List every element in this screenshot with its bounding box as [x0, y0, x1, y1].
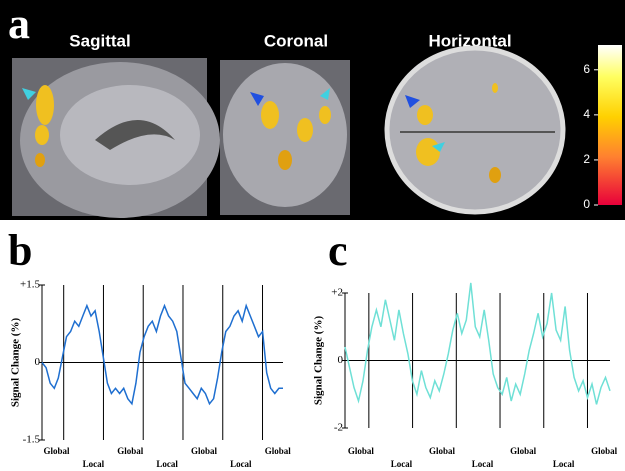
y-tick-label: 0 — [35, 356, 41, 368]
block-label: Global — [591, 446, 618, 456]
view-title: Horizontal — [428, 31, 511, 50]
colorbar-tick-label: 0 — [583, 197, 590, 211]
colorbar-tick-label: 2 — [583, 152, 590, 166]
view-title: Sagittal — [69, 31, 130, 50]
horizontal-image — [384, 45, 566, 215]
y-tick-label: +2 — [331, 287, 343, 299]
block-label: Local — [391, 459, 413, 469]
y-tick-label: -1.5 — [23, 434, 41, 446]
signal-line — [41, 303, 283, 406]
colorbar-tick-label: 4 — [583, 107, 590, 121]
view-title: Coronal — [264, 31, 328, 50]
block-label: Global — [348, 446, 375, 456]
block-label: Local — [472, 459, 494, 469]
y-axis-label: Signal Change (%) — [10, 318, 22, 408]
panel-label: b — [8, 226, 32, 275]
block-label: Local — [83, 459, 105, 469]
block-label: Local — [156, 459, 178, 469]
block-label: Global — [191, 446, 218, 456]
signal-line — [344, 282, 611, 405]
block-label: Global — [265, 446, 292, 456]
block-label: Global — [429, 446, 456, 456]
y-tick-label: 0 — [338, 354, 344, 366]
panel-label: c — [328, 226, 348, 275]
block-label: Global — [117, 446, 144, 456]
block-label: Global — [510, 446, 537, 456]
sagittal-image — [12, 58, 220, 218]
colorbar — [598, 45, 622, 205]
colorbar-tick-label: 6 — [583, 62, 590, 76]
block-label: Local — [553, 459, 575, 469]
y-axis-label: Signal Change (%) — [313, 316, 325, 406]
panel-label: a — [8, 0, 30, 48]
coronal-image — [220, 60, 350, 215]
y-tick-label: -2 — [334, 422, 343, 434]
block-label: Local — [230, 459, 252, 469]
y-tick-label: +1.5 — [20, 279, 40, 291]
block-label: Global — [43, 446, 70, 456]
